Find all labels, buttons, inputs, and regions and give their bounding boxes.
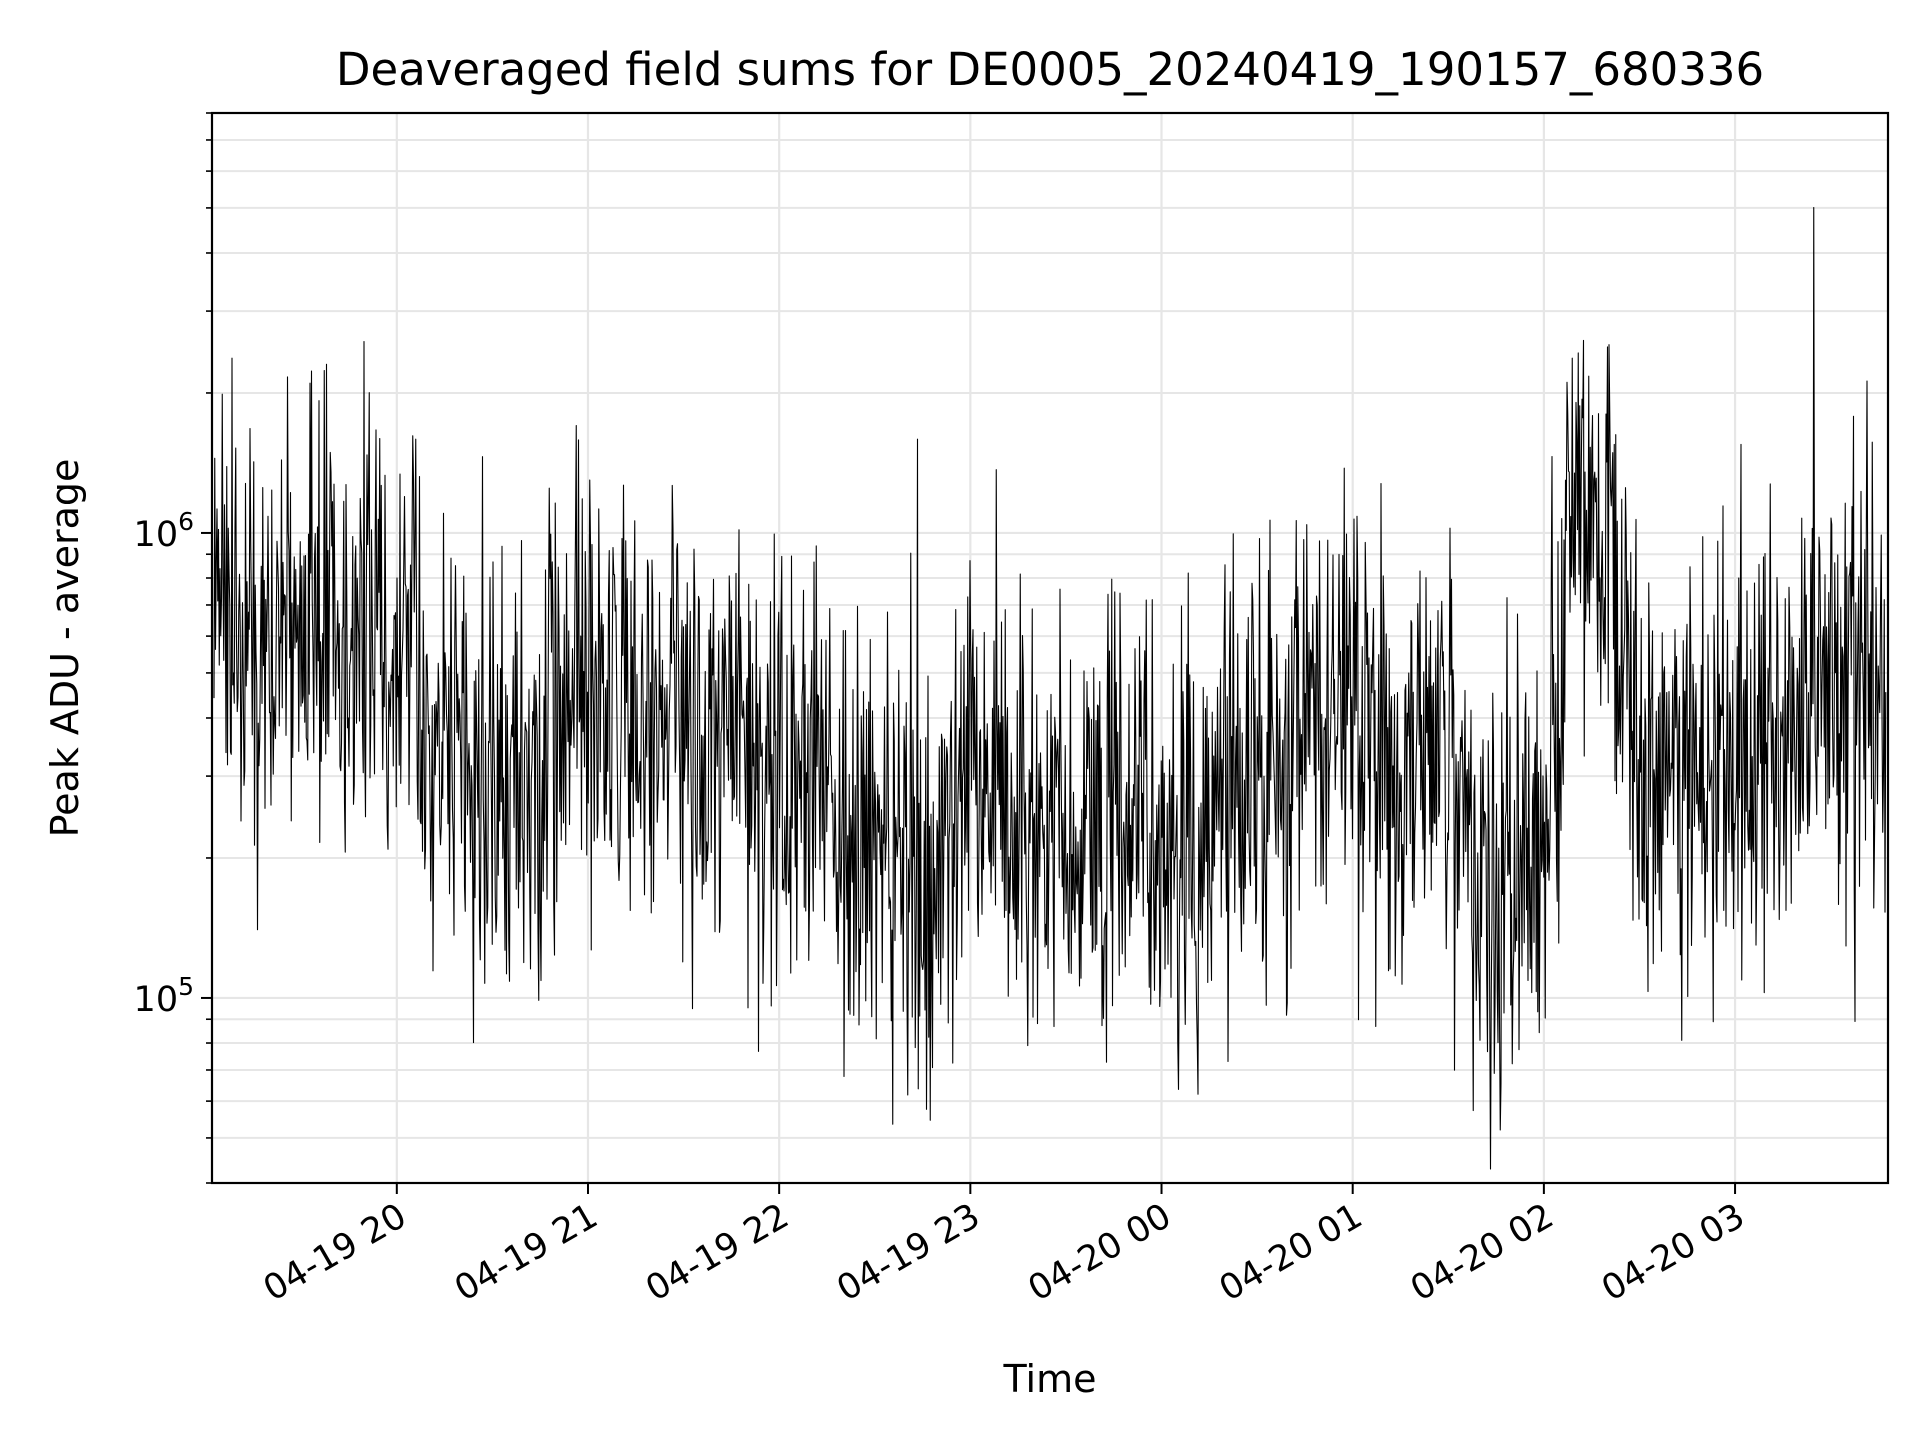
chart-title: Deaveraged field sums for DE0005_2024041… (336, 43, 1764, 96)
x-tick-label: 04-20 02 (1404, 1196, 1560, 1309)
x-tick-label: 04-20 00 (1022, 1196, 1178, 1309)
plot-frame (210, 111, 1890, 1185)
x-tick-label: 04-19 22 (639, 1196, 795, 1309)
axis-ticks: 105 106 04-19 20 04-19 21 04-19 22 04-19 23 04… (134, 112, 1752, 1309)
x-tick-label: 04-19 23 (831, 1196, 987, 1309)
series-group (213, 207, 1887, 1170)
x-tick-label: 04-19 21 (448, 1196, 604, 1309)
y-tick-label: 106 (134, 507, 194, 555)
x-tick-label: 04-20 03 (1595, 1196, 1751, 1309)
series-line (213, 207, 1887, 1170)
x-axis-label: Time (1003, 1357, 1097, 1401)
y-axis-label: Peak ADU - average (43, 459, 87, 838)
x-tick-label: 04-20 01 (1213, 1196, 1369, 1309)
y-tick-label: 105 (134, 972, 194, 1020)
x-tick-label: 04-19 20 (257, 1196, 413, 1309)
